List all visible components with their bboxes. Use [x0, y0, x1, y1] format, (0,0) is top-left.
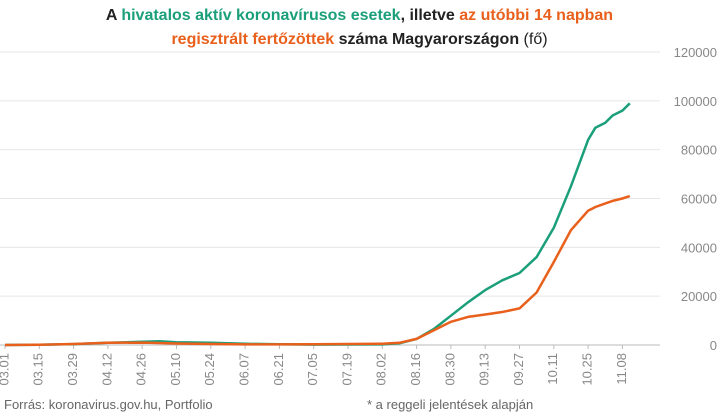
title-registered-infected: regisztrált fertőzöttek: [171, 31, 335, 48]
title-line-1: A hivatalos aktív koronavírusos esetek, …: [0, 4, 719, 28]
title-text-a: A: [105, 7, 122, 24]
title-recent-14-days: az utóbbi 14 napban: [459, 7, 614, 24]
chart-title: A hivatalos aktív koronavírusos esetek, …: [0, 4, 719, 52]
x-tick-label: 06.07: [237, 353, 252, 386]
x-tick-label: 10.25: [580, 353, 595, 386]
y-tick-labels: 0 20000 40000 60000 80000 100000 120000: [674, 45, 717, 353]
title-active-cases: hivatalos aktív koronavírusos esetek: [121, 7, 401, 24]
y-tick-label: 20000: [681, 289, 717, 304]
x-tick-labels: 03.01 03.15 03.29 04.12 04.26 05.10 05.24 06.07…: [0, 345, 629, 386]
footnote: * a reggeli jelentések alapján: [367, 397, 534, 412]
y-tick-label: 60000: [681, 192, 717, 207]
x-tick-label: 03.01: [0, 353, 11, 386]
y-tick-label: 100000: [674, 94, 717, 109]
x-tick-label: 03.29: [65, 353, 80, 386]
y-tick-label: 0: [710, 338, 717, 353]
x-tick-label: 09.13: [477, 353, 492, 386]
y-tick-label: 120000: [674, 45, 717, 60]
series-line-recent14: [4, 194, 631, 347]
x-tick-label: 07.19: [339, 353, 354, 386]
title-text-illetve: , illetve: [400, 7, 460, 24]
x-tick-label: 09.27: [511, 353, 526, 386]
title-line-2: regisztrált fertőzöttek száma Magyarorsz…: [0, 28, 719, 52]
x-tick-label: 04.12: [99, 353, 114, 386]
x-tick-label: 11.08: [614, 353, 629, 385]
x-tick-label: 05.10: [168, 353, 183, 386]
x-tick-label: 04.26: [134, 353, 149, 386]
title-text-szama: száma Magyarországon: [334, 31, 520, 48]
y-tick-label: 40000: [681, 240, 717, 255]
y-tick-label: 80000: [681, 143, 717, 158]
series-lines: [4, 102, 631, 347]
title-unit: (fő): [519, 31, 548, 48]
x-tick-label: 03.15: [31, 353, 46, 386]
x-tick-label: 10.11: [545, 353, 560, 385]
series-line-active: [4, 102, 631, 347]
x-tick-label: 07.05: [305, 353, 320, 386]
x-tick-label: 06.21: [271, 353, 286, 386]
x-tick-label: 08.16: [408, 353, 423, 386]
grid-lines: [0, 51, 660, 346]
x-tick-label: 08.02: [374, 353, 389, 386]
source-note: Forrás: koronavirus.gov.hu, Portfolio: [4, 397, 213, 412]
x-tick-label: 08.30: [442, 353, 457, 386]
x-tick-label: 05.24: [202, 353, 217, 386]
